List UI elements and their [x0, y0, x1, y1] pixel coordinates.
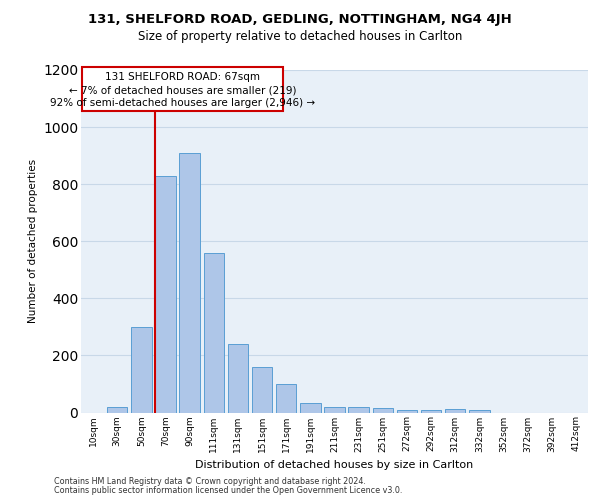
Text: 92% of semi-detached houses are larger (2,946) →: 92% of semi-detached houses are larger (… [50, 98, 315, 108]
Text: 131, SHELFORD ROAD, GEDLING, NOTTINGHAM, NG4 4JH: 131, SHELFORD ROAD, GEDLING, NOTTINGHAM,… [88, 12, 512, 26]
Bar [179, 153, 200, 412]
X-axis label: Distribution of detached houses by size in Carlton: Distribution of detached houses by size … [196, 460, 473, 470]
Bar [131, 327, 152, 412]
Bar [469, 410, 490, 412]
Bar [300, 402, 320, 412]
Bar [107, 407, 127, 412]
Text: Size of property relative to detached houses in Carlton: Size of property relative to detached ho… [138, 30, 462, 43]
Bar [227, 344, 248, 412]
Bar [252, 367, 272, 412]
Bar [397, 410, 417, 412]
Text: Contains HM Land Registry data © Crown copyright and database right 2024.: Contains HM Land Registry data © Crown c… [54, 477, 366, 486]
Text: Contains public sector information licensed under the Open Government Licence v3: Contains public sector information licen… [54, 486, 403, 495]
Y-axis label: Number of detached properties: Number of detached properties [28, 159, 38, 324]
FancyBboxPatch shape [82, 67, 283, 112]
Bar [349, 407, 369, 412]
Bar [421, 410, 442, 412]
Text: 131 SHELFORD ROAD: 67sqm: 131 SHELFORD ROAD: 67sqm [105, 72, 260, 83]
Bar [155, 176, 176, 412]
Bar [203, 252, 224, 412]
Bar [324, 407, 345, 412]
Bar [373, 408, 393, 412]
Bar [276, 384, 296, 412]
Bar [445, 409, 466, 412]
Text: ← 7% of detached houses are smaller (219): ← 7% of detached houses are smaller (219… [68, 86, 296, 96]
